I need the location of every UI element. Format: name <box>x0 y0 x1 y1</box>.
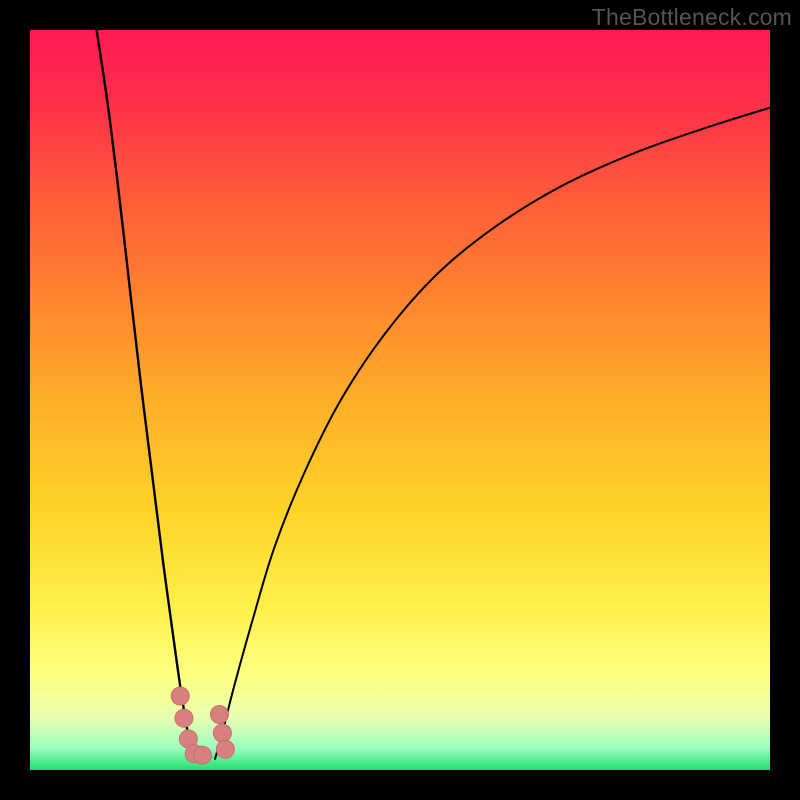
watermark-text: TheBottleneck.com <box>592 4 792 31</box>
marker-dot <box>213 724 231 742</box>
chart-svg <box>30 30 770 770</box>
marker-dot <box>193 746 211 764</box>
canvas-container: TheBottleneck.com <box>0 0 800 800</box>
marker-dot <box>171 687 189 705</box>
marker-dot <box>175 709 193 727</box>
chart-plot-area <box>30 30 770 770</box>
marker-dot <box>216 740 234 758</box>
chart-background-gradient <box>30 30 770 770</box>
marker-dot <box>210 706 228 724</box>
